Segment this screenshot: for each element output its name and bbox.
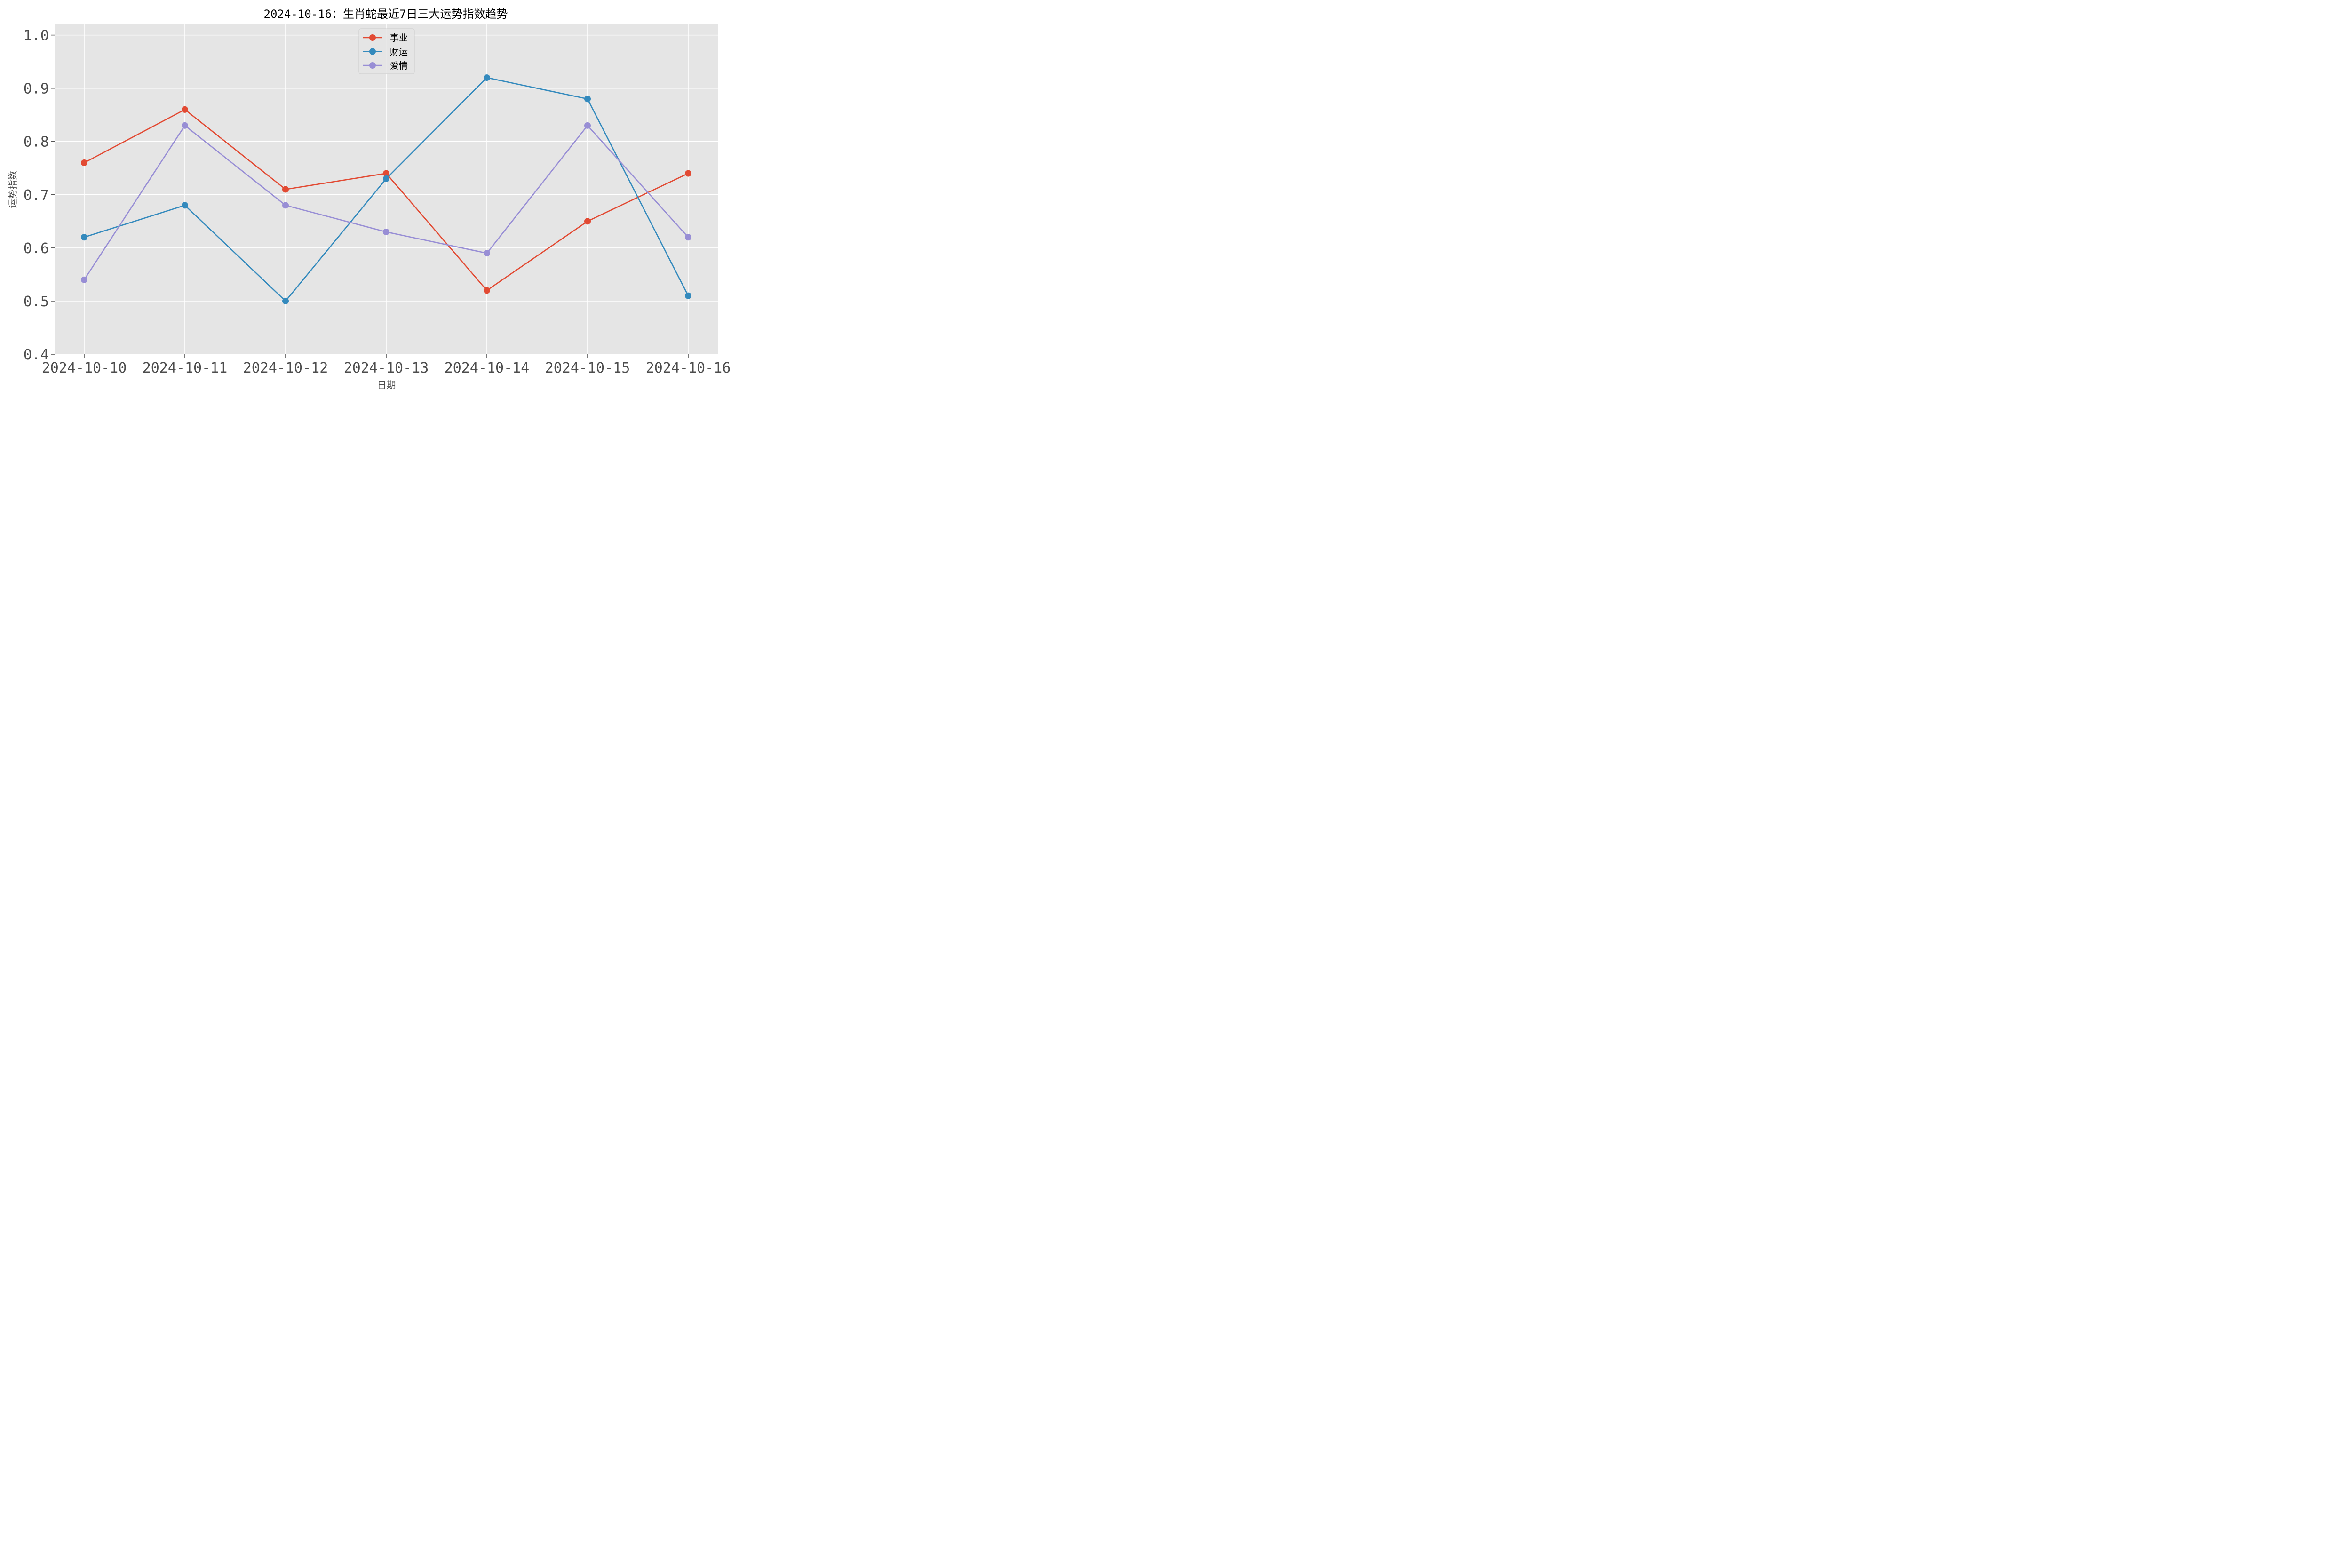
data-point: [584, 96, 591, 103]
data-point: [383, 170, 389, 177]
series-2: [81, 74, 691, 304]
x-tick-label: 2024-10-11: [143, 360, 228, 376]
data-point: [282, 186, 289, 193]
data-point: [685, 170, 691, 177]
legend-marker: [369, 34, 376, 41]
data-point: [81, 234, 87, 241]
legend-label: 事业: [390, 33, 408, 43]
data-point: [81, 159, 87, 166]
x-axis-label: 日期: [377, 379, 396, 390]
y-tick-label: 0.9: [24, 81, 49, 97]
y-tick-label: 0.4: [24, 347, 49, 363]
x-tick-label: 2024-10-16: [646, 360, 731, 376]
y-tick-label: 1.0: [24, 28, 49, 44]
series-group: [81, 74, 691, 304]
x-tick-label: 2024-10-13: [344, 360, 429, 376]
legend-item: 爱情: [363, 61, 408, 71]
data-point: [282, 202, 289, 209]
legend-label: 财运: [390, 47, 408, 57]
legend-marker: [369, 62, 376, 69]
data-point: [584, 122, 591, 129]
data-point: [383, 175, 389, 182]
x-tick-label: 2024-10-12: [243, 360, 328, 376]
data-point: [484, 250, 490, 257]
legend-item: 财运: [363, 47, 408, 57]
data-point: [685, 292, 691, 299]
y-tick-label: 0.8: [24, 134, 49, 151]
data-point: [584, 218, 591, 225]
chart-title: 2024-10-16：生肖蛇最近7日三大运势指数趋势: [264, 8, 508, 21]
data-point: [282, 297, 289, 304]
data-point: [484, 287, 490, 294]
y-tick-label: 0.7: [24, 187, 49, 204]
data-point: [685, 234, 691, 241]
y-tick-label: 0.5: [24, 294, 49, 310]
legend-label: 爱情: [390, 61, 408, 71]
y-tick-label: 0.6: [24, 240, 49, 257]
line-chart: 2024-10-16：生肖蛇最近7日三大运势指数趋势 0.40.50.60.70…: [0, 0, 734, 395]
x-tick-label: 2024-10-15: [545, 360, 630, 376]
legend-item: 事业: [363, 33, 408, 43]
data-point: [81, 276, 87, 283]
data-point: [182, 106, 188, 113]
legend-marker: [369, 48, 376, 55]
data-point: [182, 202, 188, 209]
x-tick-label: 2024-10-10: [42, 360, 127, 376]
axes: 0.4 0.5 0.6 0.7 0.8 0.9 1.0 2024-10-10 2024-10-1…: [24, 28, 731, 376]
x-tick-label: 2024-10-14: [445, 360, 530, 376]
data-point: [484, 74, 490, 81]
data-point: [383, 228, 389, 235]
y-axis-label: 运势指数: [7, 171, 18, 208]
data-point: [182, 122, 188, 129]
series-1: [81, 106, 691, 294]
series-3: [81, 122, 691, 283]
